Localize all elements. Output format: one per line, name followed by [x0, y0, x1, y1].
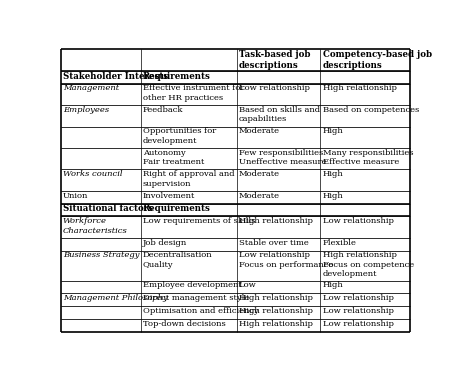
Text: High: High	[322, 127, 344, 135]
Text: Stable over time: Stable over time	[239, 238, 309, 247]
Text: Business Strategy: Business Strategy	[63, 251, 139, 259]
Text: Moderate: Moderate	[239, 170, 280, 178]
Text: Competency-based job
descriptions: Competency-based job descriptions	[322, 50, 432, 70]
Text: Task-based job
descriptions: Task-based job descriptions	[239, 50, 310, 70]
Text: Employees: Employees	[63, 106, 109, 114]
Text: Moderate: Moderate	[239, 127, 280, 135]
Text: Requirements: Requirements	[143, 204, 211, 213]
Text: High relationship: High relationship	[322, 84, 397, 92]
Text: Stakeholder Interests: Stakeholder Interests	[63, 71, 168, 80]
Text: Employee development: Employee development	[143, 281, 241, 290]
Text: Union: Union	[63, 192, 88, 200]
Text: High: High	[322, 281, 344, 290]
Text: Feedback: Feedback	[143, 106, 183, 114]
Text: Moderate: Moderate	[239, 192, 280, 200]
Text: Direct management style: Direct management style	[143, 294, 249, 302]
Text: Few responsibilities
Uneffective measure: Few responsibilities Uneffective measure	[239, 149, 326, 166]
Text: High relationship: High relationship	[239, 320, 313, 328]
Text: Top-down decisions: Top-down decisions	[143, 320, 225, 328]
Text: High relationship: High relationship	[239, 294, 313, 302]
Text: Opportunities for
development: Opportunities for development	[143, 127, 216, 145]
Text: High relationship: High relationship	[239, 307, 313, 315]
Text: Based on skills and
capabilities: Based on skills and capabilities	[239, 106, 320, 123]
Text: Situational factors: Situational factors	[63, 204, 153, 213]
Text: Low relationship: Low relationship	[239, 84, 310, 92]
Text: Right of approval and
supervision: Right of approval and supervision	[143, 170, 234, 188]
Text: Low relationship: Low relationship	[322, 307, 393, 315]
Text: Decentralisation
Quality: Decentralisation Quality	[143, 251, 213, 269]
Text: Workforce
Characteristics: Workforce Characteristics	[63, 217, 128, 235]
Text: Optimisation and efficiency: Optimisation and efficiency	[143, 307, 258, 315]
Text: Low relationship: Low relationship	[322, 320, 393, 328]
Text: Management Philosophy: Management Philosophy	[63, 294, 168, 302]
Text: Effective instrument for
other HR practices: Effective instrument for other HR practi…	[143, 84, 244, 102]
Text: Autonomy
Fair treatment: Autonomy Fair treatment	[143, 149, 204, 166]
Text: Works council: Works council	[63, 170, 122, 178]
Text: Low relationship
Focus on performance: Low relationship Focus on performance	[239, 251, 333, 269]
Text: High: High	[322, 192, 344, 200]
Text: Low relationship: Low relationship	[322, 217, 393, 225]
Text: Flexible: Flexible	[322, 238, 356, 247]
Text: Requirements: Requirements	[143, 71, 211, 80]
Text: Low requirements of skills: Low requirements of skills	[143, 217, 255, 225]
Text: Based on competences: Based on competences	[322, 106, 419, 114]
Text: Involvement: Involvement	[143, 192, 195, 200]
Text: Low: Low	[239, 281, 256, 290]
Text: Job design: Job design	[143, 238, 187, 247]
Text: High: High	[322, 170, 344, 178]
Text: Low relationship: Low relationship	[322, 294, 393, 302]
Text: Management: Management	[63, 84, 119, 92]
Text: Many responsibilities
Effective measure: Many responsibilities Effective measure	[322, 149, 413, 166]
Text: High relationship: High relationship	[239, 217, 313, 225]
Text: High relationship
Focus on competence
development: High relationship Focus on competence de…	[322, 251, 414, 278]
